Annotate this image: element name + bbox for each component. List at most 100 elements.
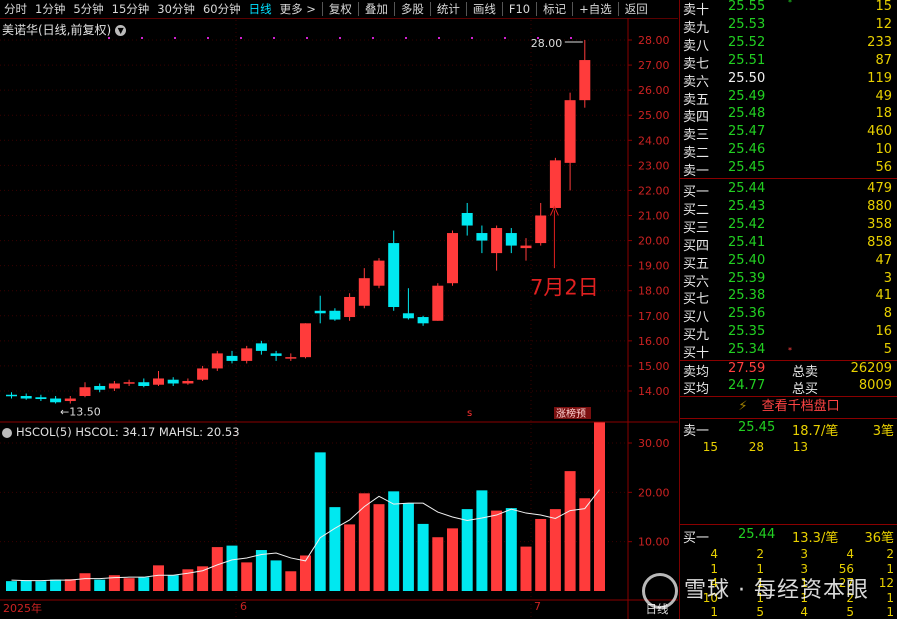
bid-row[interactable]: 买五 25.40 47	[682, 252, 896, 272]
toolbar-button[interactable]: 返回	[624, 2, 648, 16]
button-divider-bottom	[680, 418, 897, 419]
hscol-bar	[270, 560, 282, 591]
timeframe-tab[interactable]: 分时	[4, 2, 27, 16]
ask-row[interactable]: 卖四 25.48 18	[682, 106, 896, 125]
sell1-order: 28	[748, 440, 764, 454]
button-divider-top	[680, 396, 897, 397]
ask-row[interactable]: 卖八 25.52 233	[682, 35, 896, 54]
candle-body	[549, 160, 561, 208]
toolbar-separator	[393, 2, 395, 16]
hscol-bar	[491, 510, 503, 591]
total-buy-label: 总买	[792, 382, 819, 397]
sell1-order: 15	[702, 440, 718, 454]
bid-row[interactable]: 买二 25.43 880	[682, 198, 896, 218]
buy1-queue-count: 36笔	[864, 531, 894, 546]
timeframe-tab[interactable]: 60分钟	[202, 2, 241, 16]
timeframe-tab[interactable]: 日线	[248, 2, 272, 16]
top-toolbar: 分时 1分钟 5分钟 15分钟 30分钟 60分钟 日线 更多 > 复权 叠加 多股 统计 画线 F10 标…	[0, 0, 678, 19]
hscol-bar	[373, 504, 385, 591]
candle-body	[461, 212, 473, 226]
buy1-order: 1	[710, 561, 718, 576]
indicator-settings-icon[interactable]	[2, 427, 12, 438]
bid-row[interactable]: 买三 25.42 358	[682, 217, 896, 236]
toolbar-button[interactable]: 叠加	[364, 2, 388, 16]
candle-body	[476, 233, 488, 241]
price-tick-label: 16.00	[638, 335, 670, 348]
timeframe-tab[interactable]: 更多 >	[279, 2, 316, 16]
toolbar-button[interactable]: 标记	[543, 2, 567, 16]
total-sell-label: 总卖	[792, 365, 819, 380]
bid-row[interactable]: 买八 25.36 8	[682, 306, 896, 326]
bid-label: 买八	[683, 310, 710, 326]
sell1-queue-count: 3笔	[872, 424, 894, 439]
timeframe-tab[interactable]: 1分钟	[35, 2, 66, 16]
ask-row[interactable]: 卖六 25.50 119	[682, 70, 896, 90]
bid-row[interactable]: 买四 25.41 858	[682, 235, 896, 254]
order-depth-button[interactable]: ⚡ 查看千档盘口	[680, 396, 897, 418]
candle-body	[6, 394, 17, 397]
event-dot	[240, 37, 242, 39]
ask-row[interactable]: 卖七 25.51 87	[682, 52, 896, 72]
candle-body	[417, 317, 429, 324]
ask-row[interactable]: 卖一 25.45 56	[682, 160, 896, 179]
ask-row[interactable]: 卖十 25.55 * 15	[682, 0, 896, 18]
candle-body	[153, 378, 164, 385]
candle-body	[79, 387, 91, 397]
ask-volume: 49	[875, 88, 892, 104]
candle-body	[344, 296, 356, 318]
buy1-queue-avg: 13.3/笔	[792, 531, 839, 546]
ask-row[interactable]: 卖五 25.49 49	[682, 88, 896, 108]
hscol-bar	[50, 579, 62, 591]
annotation-text: 7月2日	[530, 276, 599, 300]
toolbar-button[interactable]: F10	[508, 2, 531, 16]
price-tick-label: 22.00	[638, 184, 670, 197]
ask-row[interactable]: 卖三 25.47 460	[682, 124, 896, 143]
hscol-bar	[535, 518, 547, 591]
buy1-order: 3	[800, 547, 808, 561]
ask-price: 25.53	[728, 16, 766, 32]
bid-label: 买十	[683, 346, 710, 362]
bid-row[interactable]: 买六 25.39 3	[682, 271, 896, 290]
ask-row[interactable]: 卖九 25.53 12	[682, 16, 896, 36]
mahsl-line	[11, 489, 600, 582]
ask-volume: 119	[867, 70, 892, 86]
candle-body	[535, 215, 547, 244]
price-tick-label: 14.00	[638, 385, 670, 398]
hscol-bar	[432, 537, 444, 591]
ask-row[interactable]: 卖二 25.46 10	[682, 142, 896, 161]
toolbar-button[interactable]: 统计	[436, 2, 460, 16]
bid-row[interactable]: 买七 25.38 41	[682, 288, 896, 307]
buy1-queue-price: 25.44	[738, 527, 776, 542]
hscol-bar	[549, 509, 561, 591]
candle-body	[94, 385, 106, 390]
timeframe-tab[interactable]: 30分钟	[157, 2, 195, 16]
indicator-text: HSCOL(5) HSCOL: 34.17 MAHSL: 20.53	[16, 425, 240, 439]
sell1-queue-label: 卖一	[683, 424, 710, 439]
bid-row[interactable]: 买九 25.35 16	[682, 324, 896, 343]
total-sell-value: 26209	[850, 361, 892, 376]
ask-volume: 87	[875, 52, 892, 68]
event-dot	[504, 37, 506, 39]
price-tick-label: 20.00	[638, 235, 670, 248]
candle-body	[388, 243, 400, 308]
sell1-queue-avg: 18.7/笔	[792, 424, 839, 439]
toolbar-button[interactable]: 画线	[472, 2, 496, 16]
toolbar-button[interactable]: 复权	[328, 2, 352, 16]
settings-icon[interactable]: ▼	[115, 25, 127, 36]
bid-row[interactable]: 买一 25.44 479	[682, 181, 896, 200]
hscol-bar	[329, 507, 341, 591]
buy1-order: 2	[756, 547, 764, 561]
buy1-order: 5	[756, 605, 764, 619]
event-dot	[570, 37, 572, 39]
timeframe-tab[interactable]: 5分钟	[73, 2, 104, 16]
bid-price: 25.40	[728, 252, 766, 268]
toolbar-button[interactable]: +自选	[579, 2, 612, 16]
sell1-order: 13	[792, 440, 808, 454]
timeframe-tab[interactable]: 15分钟	[111, 2, 150, 16]
bid-label: 买二	[683, 202, 710, 218]
kline-chart[interactable]: 14.00 15.00 16.00 17.00 18.00 19.00 20.00 21.00…	[0, 18, 678, 619]
ask-volume: 12	[875, 16, 892, 32]
bid-row[interactable]: 买十 25.34 * 5	[682, 342, 896, 362]
bid-volume: 880	[867, 198, 892, 214]
toolbar-button[interactable]: 多股	[400, 2, 424, 16]
